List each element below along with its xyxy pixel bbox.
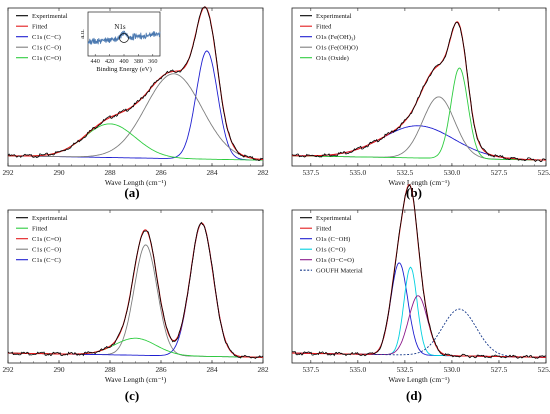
x-tick-label: 537.5 xyxy=(302,168,319,177)
series-fitted xyxy=(8,222,263,358)
panel-b: 537.5 535.0 532.5 530.0 527.5 525.0 Wave Lengt… xyxy=(291,7,550,200)
x-tick-label: 527.5 xyxy=(491,168,508,177)
x-tick-label: 288 xyxy=(104,365,115,374)
series-o1s-c-o xyxy=(292,266,546,358)
x-axis-label: Wave Length (cm⁻¹) xyxy=(388,375,450,384)
legend-entry: GOUFH Material xyxy=(316,268,363,275)
x-tick-label: 286 xyxy=(155,365,166,374)
legend-entry: O1s (Oxide) xyxy=(316,55,349,62)
legend-entry: C1s (C−C) xyxy=(32,34,61,41)
x-tick-label: 282 xyxy=(257,168,268,177)
legend-entry: Fitted xyxy=(316,226,332,233)
x-axis-label: Wave Length (cm⁻¹) xyxy=(105,375,167,384)
x-tick-label: 525.0 xyxy=(538,365,550,374)
panel-label: (b) xyxy=(406,185,422,200)
legend-entry: O1s (C−OH) xyxy=(316,236,350,243)
x-tick-label: 286 xyxy=(155,168,166,177)
panel-label: (c) xyxy=(125,388,139,403)
inset-frame xyxy=(87,11,161,57)
x-tick-label: 537.5 xyxy=(302,365,319,374)
series-o1s-c-oh xyxy=(292,262,546,358)
x-tick-label: 292 xyxy=(2,365,13,374)
panel-c: 292 290 288 286 284 282 Wave Length (cm⁻¹) (c) E… xyxy=(2,209,269,403)
x-tick-label: 290 xyxy=(53,168,64,177)
inset-x-label: Binding Energy (eV) xyxy=(96,66,152,73)
plot-frame xyxy=(291,7,547,167)
legend: Experimental Fitted O1s (C−OH) O1s (C=O) O1s… xyxy=(300,215,363,275)
legend-entry: C1s (C−O) xyxy=(32,247,61,254)
inset-tick-label: 440 xyxy=(91,58,100,65)
legend-entry: C1s (C−C) xyxy=(32,257,61,264)
x-tick-label: 288 xyxy=(104,168,115,177)
x-tick-label: 532.5 xyxy=(397,365,414,374)
series-experimental xyxy=(7,221,264,359)
legend: Experimental Fitted C1s (C−C) C1s (C−O) C1s … xyxy=(16,13,68,62)
legend-entry: Fitted xyxy=(32,24,48,31)
legend-entry: O1s (O−C=O) xyxy=(316,257,354,264)
x-axis-label: Wave Length (cm⁻¹) xyxy=(105,178,167,187)
legend-entry: Fitted xyxy=(316,24,332,31)
x-axis-label: Wave Length (cm⁻¹) xyxy=(388,178,450,187)
x-tick-label: 527.5 xyxy=(491,365,508,374)
x-tick-label: 532.5 xyxy=(397,168,414,177)
legend-entry: O1s (Fe(OH)₃) xyxy=(316,34,355,41)
x-tick-label: 282 xyxy=(257,365,268,374)
legend-entry: Experimental xyxy=(32,13,68,20)
x-tick-label: 535.0 xyxy=(350,168,367,177)
legend-entry: Experimental xyxy=(32,215,68,222)
legend-entry: C1s (C=O) xyxy=(32,236,61,243)
inset-tick-label: 400 xyxy=(119,58,128,65)
x-tick-label: 525.0 xyxy=(538,168,550,177)
x-tick-label: 290 xyxy=(53,365,64,374)
panel-a: 292 290 288 286 284 282 Wave Length (cm⁻¹)(a) E… xyxy=(2,6,269,200)
inset-series xyxy=(87,30,161,45)
legend: Experimental Fitted C1s (C=O) C1s (C−O) C1s … xyxy=(16,215,68,264)
legend-entry: Experimental xyxy=(316,215,352,222)
series-o1s-o-c-o xyxy=(292,295,546,358)
series-goufh-material xyxy=(292,308,546,358)
panel-d: 537.5 535.0 532.5 530.0 527.5 525.0 Wave Lengt… xyxy=(291,184,550,403)
legend-entry: O1s (Fe(OH)O) xyxy=(316,45,358,52)
x-tick-label: 530.0 xyxy=(444,168,461,177)
inset-tick-label: 420 xyxy=(105,58,114,65)
inset-annotation: N1s xyxy=(114,23,126,31)
panel-label: (a) xyxy=(124,185,139,200)
x-tick-label: 535.0 xyxy=(350,365,367,374)
plot-frame xyxy=(291,209,547,364)
series-experimental xyxy=(292,184,547,359)
legend-entry: Experimental xyxy=(316,13,352,20)
panel-label: (d) xyxy=(406,388,422,403)
series-experimental xyxy=(7,6,264,162)
x-tick-label: 530.0 xyxy=(444,365,461,374)
x-tick-label: 292 xyxy=(2,168,13,177)
legend: Experimental Fitted O1s (Fe(OH)₃) O1s (Fe(O… xyxy=(300,13,358,62)
legend-entry: C1s (C=O) xyxy=(32,55,61,62)
x-tick-label: 284 xyxy=(206,168,217,177)
legend-entry: O1s (C=O) xyxy=(316,247,346,254)
legend-entry: Fitted xyxy=(32,226,48,233)
series-c1s-c-o xyxy=(8,73,264,161)
inset-tick-label: 380 xyxy=(134,58,143,65)
series-fitted xyxy=(292,21,546,161)
series-experimental xyxy=(291,21,547,163)
series-o1s-fe-oh-o xyxy=(292,96,546,161)
series-o1s-oxide xyxy=(292,67,546,161)
legend-entry: C1s (C−O) xyxy=(32,45,61,52)
inset-y-label: a.u. xyxy=(79,29,86,39)
inset-highlight-circle xyxy=(119,33,129,43)
inset-tick-label: 360 xyxy=(148,58,157,65)
x-tick-label: 284 xyxy=(206,365,217,374)
